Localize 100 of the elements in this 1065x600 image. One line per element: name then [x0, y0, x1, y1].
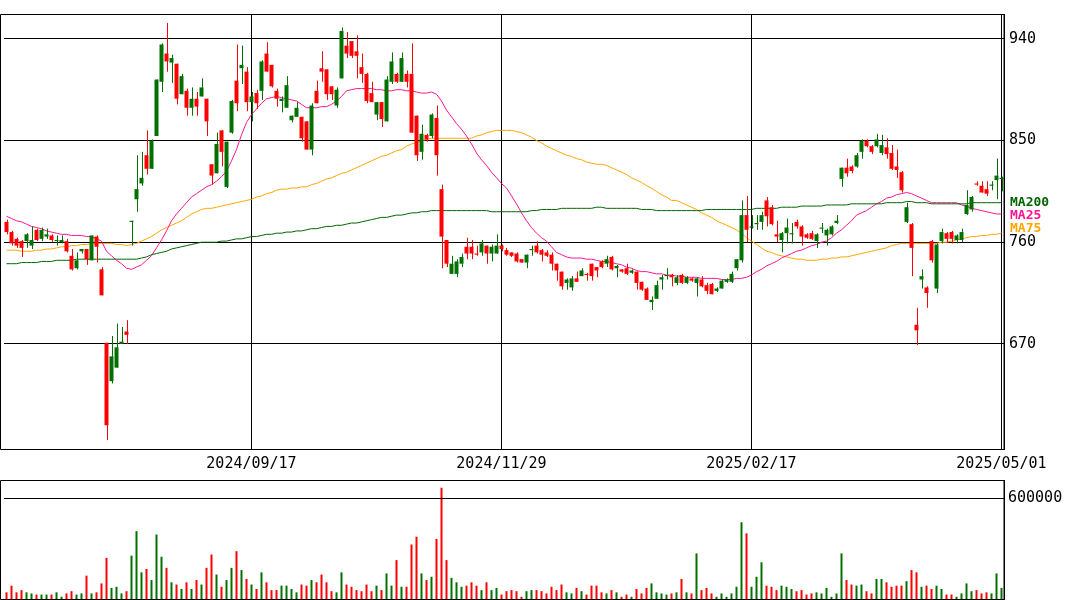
bar [940, 588, 943, 599]
bar [815, 592, 818, 599]
series-label: MA200 [1010, 194, 1050, 210]
bar [125, 591, 128, 599]
y-tick-label: 670 [1009, 333, 1037, 352]
bar [800, 590, 803, 599]
bar [250, 584, 253, 599]
bar [570, 593, 573, 599]
bar [575, 587, 578, 599]
bar [360, 591, 363, 599]
bar [130, 555, 133, 599]
bar [510, 590, 513, 599]
bar [980, 593, 983, 599]
bar [295, 592, 298, 599]
x-tick-label: 2024/11/29 [456, 453, 547, 472]
bar [845, 580, 848, 599]
bar [370, 591, 373, 599]
bar [760, 562, 763, 599]
bar [660, 593, 663, 599]
bar [995, 573, 998, 599]
bar [730, 593, 733, 599]
y-tick-label: 850 [1009, 130, 1037, 149]
bar [70, 591, 73, 599]
bar [20, 590, 23, 599]
bar [495, 587, 498, 599]
bar [245, 578, 248, 599]
bar [450, 577, 453, 599]
bar [915, 572, 918, 599]
bar [930, 588, 933, 599]
bar [855, 585, 858, 599]
candlestick [44, 228, 49, 240]
bar [580, 591, 583, 599]
bar [895, 585, 898, 599]
bar [700, 590, 703, 599]
bar [375, 585, 378, 599]
bar [635, 588, 638, 599]
bar [345, 584, 348, 599]
bar [910, 570, 913, 599]
bar [215, 574, 218, 599]
bar [470, 582, 473, 599]
bar [270, 590, 273, 599]
bar [725, 596, 728, 599]
bar [415, 536, 418, 599]
bar [445, 560, 448, 599]
bar [685, 592, 688, 599]
x-tick-label: 2025/05/01 [956, 453, 1047, 472]
bar [155, 534, 158, 599]
bar [785, 586, 788, 599]
bar [875, 578, 878, 599]
bar [655, 592, 658, 599]
bar [330, 591, 333, 599]
bar [860, 584, 863, 599]
bar [750, 586, 753, 599]
bar [175, 584, 178, 599]
bar [865, 591, 868, 599]
bar [280, 585, 283, 599]
bar [820, 593, 823, 599]
bar [90, 593, 93, 599]
bar [405, 586, 408, 599]
bar [705, 587, 708, 599]
bar [830, 596, 833, 599]
bar [745, 533, 748, 599]
bar [590, 585, 593, 599]
bar [95, 592, 98, 599]
bar [770, 586, 773, 599]
bar [85, 575, 88, 599]
bar [150, 580, 153, 599]
bar [955, 596, 958, 599]
bar [515, 591, 518, 599]
bar [690, 593, 693, 599]
bar [620, 596, 623, 599]
bar [680, 578, 683, 599]
bar [535, 590, 538, 599]
bar [275, 590, 278, 599]
x-tick-label: 2025/02/17 [706, 453, 797, 472]
bar [885, 582, 888, 599]
bar [425, 580, 428, 599]
bar [260, 572, 263, 599]
bar [365, 584, 368, 599]
bar [105, 557, 108, 599]
bar [420, 573, 423, 599]
bar [210, 554, 213, 599]
bar [440, 487, 443, 599]
bar [110, 587, 113, 599]
bar [145, 568, 148, 599]
bar [10, 585, 13, 599]
series-label: MA25 [1010, 207, 1042, 223]
bar [235, 551, 238, 599]
bar [390, 585, 393, 599]
bar [630, 596, 633, 599]
bar [715, 596, 718, 599]
candlestick [774, 220, 779, 243]
bar [850, 584, 853, 599]
bar [710, 593, 713, 599]
bar [60, 596, 63, 599]
y-tick-label: 760 [1009, 232, 1037, 251]
bar [525, 591, 528, 599]
bar [990, 593, 993, 599]
bar [290, 588, 293, 599]
bar [320, 574, 323, 599]
